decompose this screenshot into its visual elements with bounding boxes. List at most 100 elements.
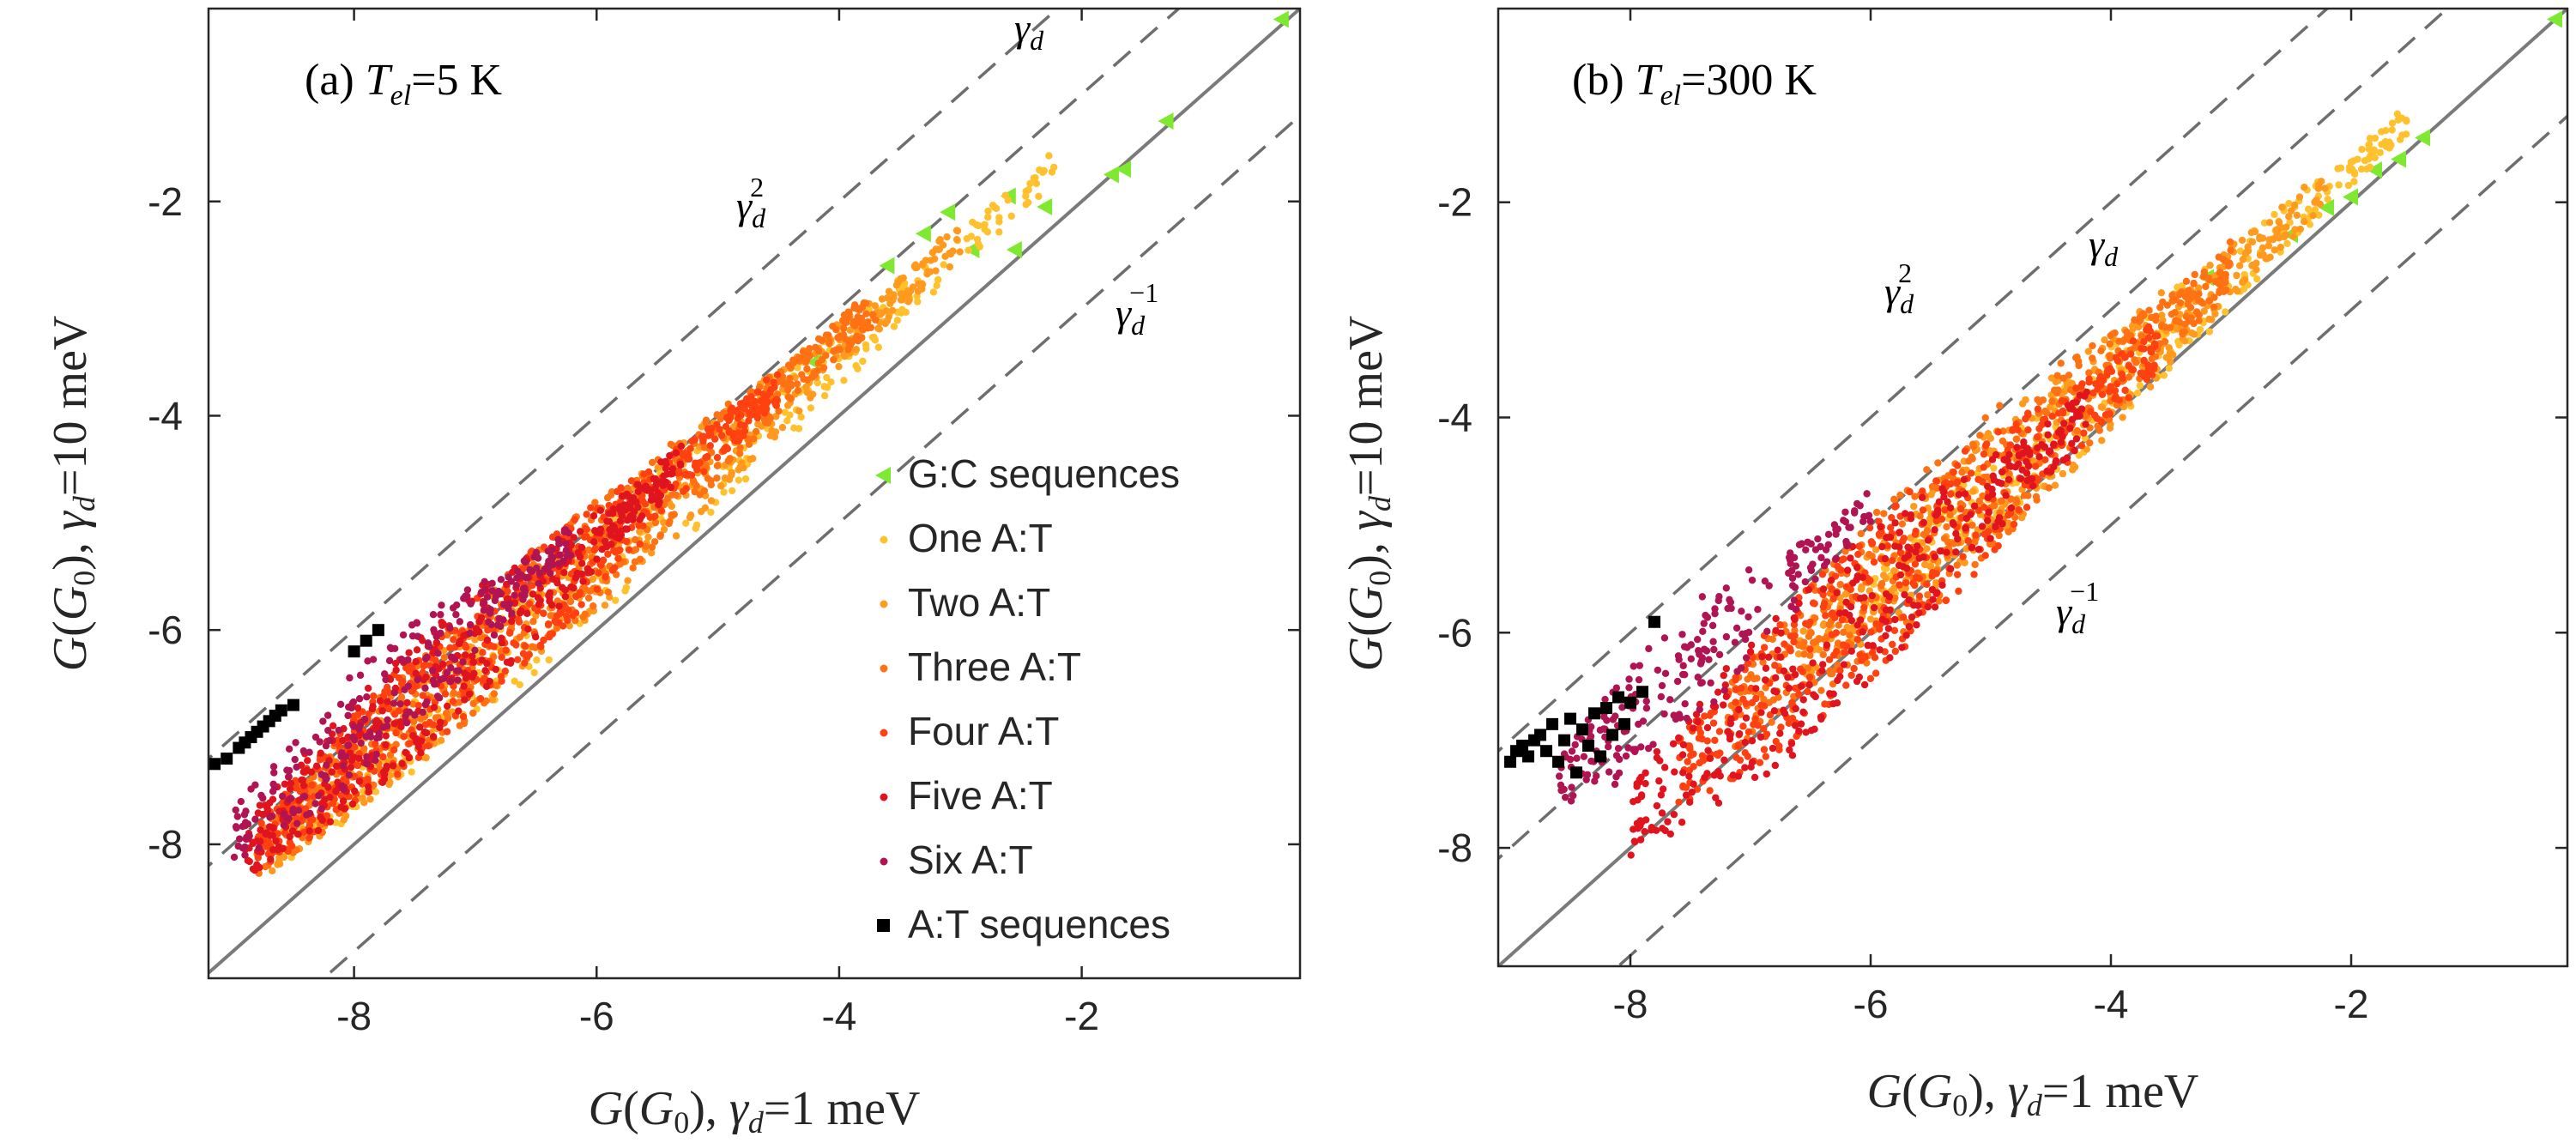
data-point — [511, 677, 518, 686]
data-point — [875, 325, 883, 333]
data-point — [1735, 705, 1743, 714]
data-point — [2402, 116, 2410, 124]
data-point — [2358, 145, 2366, 154]
data-point — [2190, 279, 2198, 287]
data-point — [2015, 460, 2023, 468]
data-point — [2013, 444, 2021, 451]
data-point — [1919, 539, 1926, 547]
data-point — [711, 435, 719, 443]
data-point — [2205, 328, 2214, 336]
data-point — [508, 609, 516, 618]
data-point — [1787, 632, 1795, 640]
data-point — [2140, 356, 2148, 365]
data-point — [1920, 560, 1929, 569]
data-point — [574, 548, 583, 557]
data-point — [1832, 629, 1841, 637]
data-point — [2348, 165, 2356, 173]
data-point — [1994, 517, 2003, 525]
data-point — [1678, 819, 1686, 826]
data-point — [735, 450, 744, 457]
data-point — [946, 263, 954, 271]
data-point — [1853, 621, 1861, 629]
data-point — [2017, 475, 2025, 482]
data-point — [1854, 550, 1862, 559]
panel-a-ticks: -8 -6 -4 -2-8-6-4-2 — [148, 9, 1300, 1038]
data-point — [2144, 323, 2153, 331]
data-point — [287, 698, 299, 711]
data-point — [2190, 330, 2198, 338]
data-point — [2012, 420, 2020, 428]
data-point — [2350, 178, 2358, 185]
data-point — [386, 751, 395, 759]
data-point — [787, 364, 795, 372]
data-point — [1853, 636, 1862, 644]
data-point — [483, 636, 492, 644]
data-point — [547, 601, 556, 609]
data-point — [2277, 243, 2285, 251]
data-point — [775, 407, 783, 415]
data-point — [1915, 554, 1923, 562]
data-point — [257, 838, 264, 845]
data-point — [1872, 669, 1880, 677]
data-point — [648, 492, 656, 500]
data-point — [696, 491, 704, 499]
data-point — [241, 843, 249, 851]
data-point — [382, 741, 390, 749]
data-point — [1645, 644, 1653, 653]
data-point — [443, 728, 451, 735]
panel-a-label-gamma-d-squared: γd2 — [736, 172, 766, 233]
data-point — [638, 497, 647, 505]
data-point — [244, 856, 251, 864]
data-point — [1580, 753, 1588, 760]
data-point — [629, 516, 637, 523]
data-point — [366, 795, 374, 803]
data-point — [529, 582, 536, 590]
data-point — [778, 423, 787, 432]
data-point — [1952, 480, 1961, 487]
data-point — [1720, 671, 1727, 680]
data-point — [1890, 626, 1899, 634]
data-point — [459, 713, 468, 721]
data-point — [1901, 554, 1908, 562]
data-point — [397, 723, 405, 731]
data-point — [1981, 552, 1989, 559]
data-point — [616, 517, 625, 525]
data-point — [499, 616, 507, 624]
data-point — [450, 636, 457, 644]
data-point — [1745, 613, 1752, 621]
data-point — [1847, 671, 1855, 680]
data-point — [1763, 770, 1770, 778]
data-point — [2089, 354, 2096, 362]
data-point — [1763, 627, 1771, 635]
data-point — [360, 715, 369, 723]
data-point — [731, 437, 739, 444]
data-point — [1026, 179, 1034, 188]
data-point — [498, 653, 505, 662]
data-point — [2235, 262, 2244, 269]
data-point — [2023, 457, 2030, 466]
data-point — [995, 228, 1003, 236]
data-point — [1916, 512, 1924, 520]
data-point — [455, 667, 463, 674]
data-point — [322, 741, 330, 750]
data-point — [1976, 432, 1984, 439]
data-point — [590, 538, 598, 546]
data-point — [1666, 830, 1674, 838]
data-point — [303, 766, 311, 774]
data-point — [2066, 405, 2074, 413]
data-point — [392, 741, 400, 748]
legend-marker — [880, 535, 888, 544]
data-point — [1726, 719, 1735, 728]
data-point — [1860, 594, 1868, 602]
data-point — [975, 221, 983, 230]
data-point — [1833, 699, 1841, 707]
data-point — [1858, 656, 1865, 664]
data-point — [2301, 184, 2308, 191]
data-point — [1805, 586, 1813, 594]
data-point — [2140, 345, 2148, 353]
data-point — [1757, 709, 1765, 717]
data-point — [1890, 495, 1898, 504]
data-point — [1671, 768, 1678, 776]
data-point — [2034, 444, 2041, 452]
data-point — [376, 697, 384, 705]
